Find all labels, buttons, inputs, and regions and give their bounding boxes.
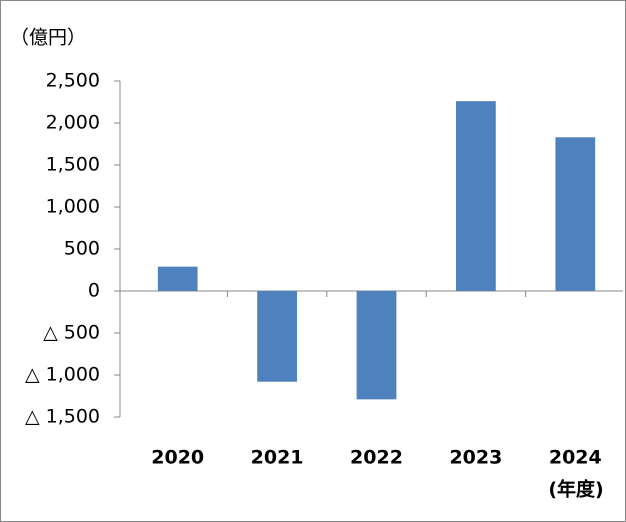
y-tick-label: △ 1,500 — [25, 406, 100, 428]
y-tick-label: 2,500 — [46, 70, 100, 92]
x-tick-label: 2020 — [151, 447, 204, 469]
y-tick-label: 0 — [88, 280, 100, 302]
y-axis-label: （億円） — [10, 27, 86, 49]
y-tick-label: △ 1,000 — [25, 364, 100, 386]
x-tick-label: 2022 — [350, 447, 403, 469]
bar — [555, 137, 596, 291]
y-tick-label: 1,500 — [46, 154, 100, 176]
x-axis-label: (年度) — [548, 478, 603, 501]
y-tick-label: 1,000 — [46, 196, 100, 218]
x-tick-label: 2021 — [251, 447, 304, 469]
bar — [257, 291, 297, 382]
bar — [157, 266, 198, 291]
y-tick-label: 500 — [64, 238, 100, 260]
x-tick-label: 2023 — [449, 447, 502, 469]
y-tick-label: 2,000 — [46, 112, 100, 134]
bar — [356, 291, 397, 400]
y-tick-label: △ 500 — [43, 322, 100, 344]
bar — [456, 101, 496, 291]
x-tick-label: 2024 — [549, 447, 602, 469]
